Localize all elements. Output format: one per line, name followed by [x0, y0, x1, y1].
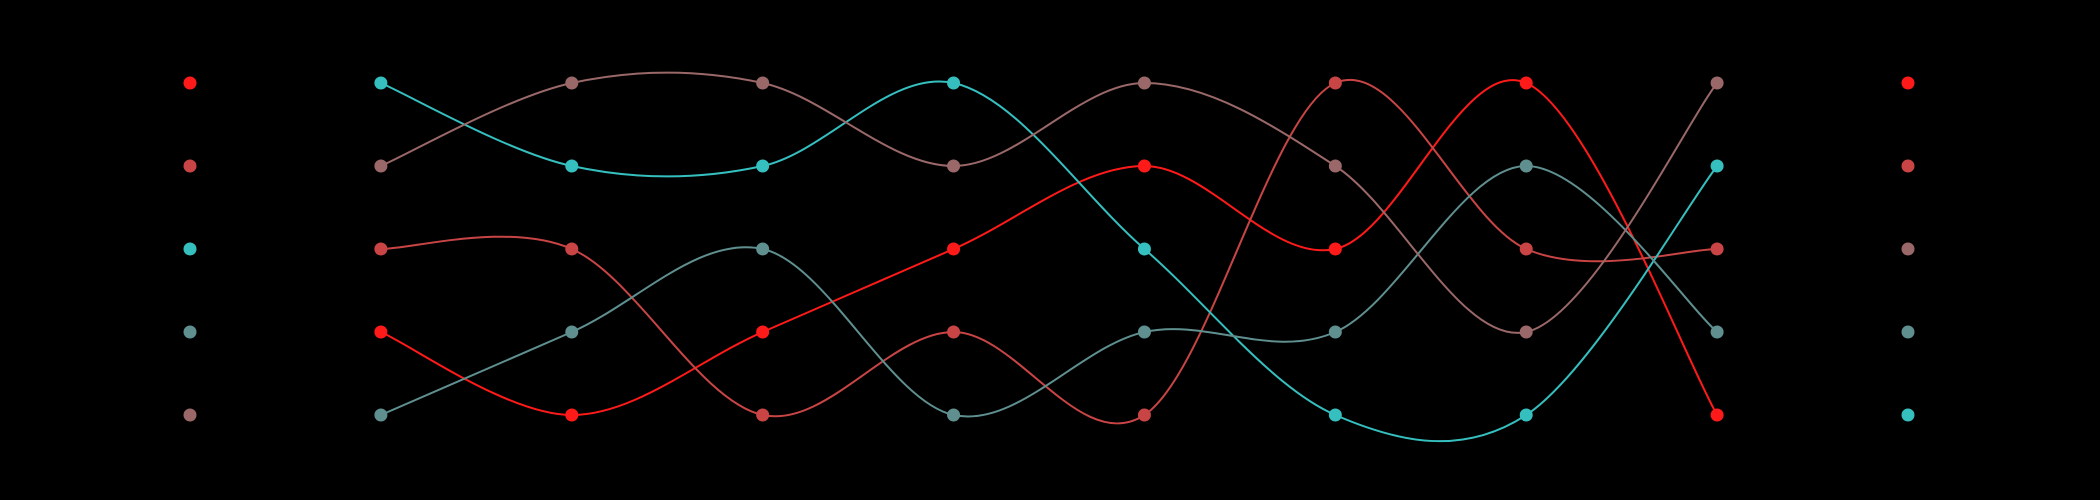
series-line: [380, 164, 1718, 418]
series-line: [380, 71, 1718, 334]
series-dot: [947, 408, 961, 422]
end-marker: [1901, 325, 1915, 339]
series-dot: [756, 159, 770, 173]
end-marker: [1901, 76, 1915, 90]
start-marker: [183, 408, 197, 422]
series-dot: [1328, 159, 1342, 173]
start-marker: [183, 76, 197, 90]
series-dot: [1328, 242, 1342, 256]
series-dot: [1519, 325, 1533, 339]
series-dot: [565, 159, 579, 173]
series-dot: [1328, 408, 1342, 422]
series-dot: [1710, 242, 1724, 256]
series-dot: [374, 242, 388, 256]
series-dot: [1519, 159, 1533, 173]
series-dot: [565, 325, 579, 339]
end-marker: [1901, 408, 1915, 422]
series-dot: [1137, 76, 1151, 90]
series-dot: [1519, 76, 1533, 90]
series-dot: [756, 325, 770, 339]
start-marker: [183, 242, 197, 256]
series-dot: [1137, 408, 1151, 422]
series-dot: [756, 408, 770, 422]
series-dot: [374, 159, 388, 173]
series-dot: [374, 76, 388, 90]
series-dot: [1710, 76, 1724, 90]
series-dot: [1137, 242, 1151, 256]
series-dot: [1137, 325, 1151, 339]
end-marker: [1901, 159, 1915, 173]
series-dot: [947, 76, 961, 90]
series-dot: [1519, 242, 1533, 256]
series-dot: [374, 408, 388, 422]
series-dot: [756, 76, 770, 90]
series-dot: [1710, 159, 1724, 173]
series-dot: [756, 242, 770, 256]
series-dot: [565, 76, 579, 90]
series-line: [380, 79, 1718, 425]
series-dot: [1519, 408, 1533, 422]
series-dot: [1710, 325, 1724, 339]
series-dot: [947, 242, 961, 256]
series-dot: [1328, 76, 1342, 90]
series-dot: [1328, 325, 1342, 339]
series-dot: [565, 242, 579, 256]
series-dot: [565, 408, 579, 422]
series-dot: [947, 325, 961, 339]
start-marker: [183, 325, 197, 339]
series-dot: [947, 159, 961, 173]
start-marker: [183, 159, 197, 173]
end-marker: [1901, 242, 1915, 256]
series-dot: [374, 325, 388, 339]
series-line: [380, 79, 1718, 417]
series-line: [380, 80, 1718, 443]
series-dot: [1137, 159, 1151, 173]
series-dot: [1710, 408, 1724, 422]
